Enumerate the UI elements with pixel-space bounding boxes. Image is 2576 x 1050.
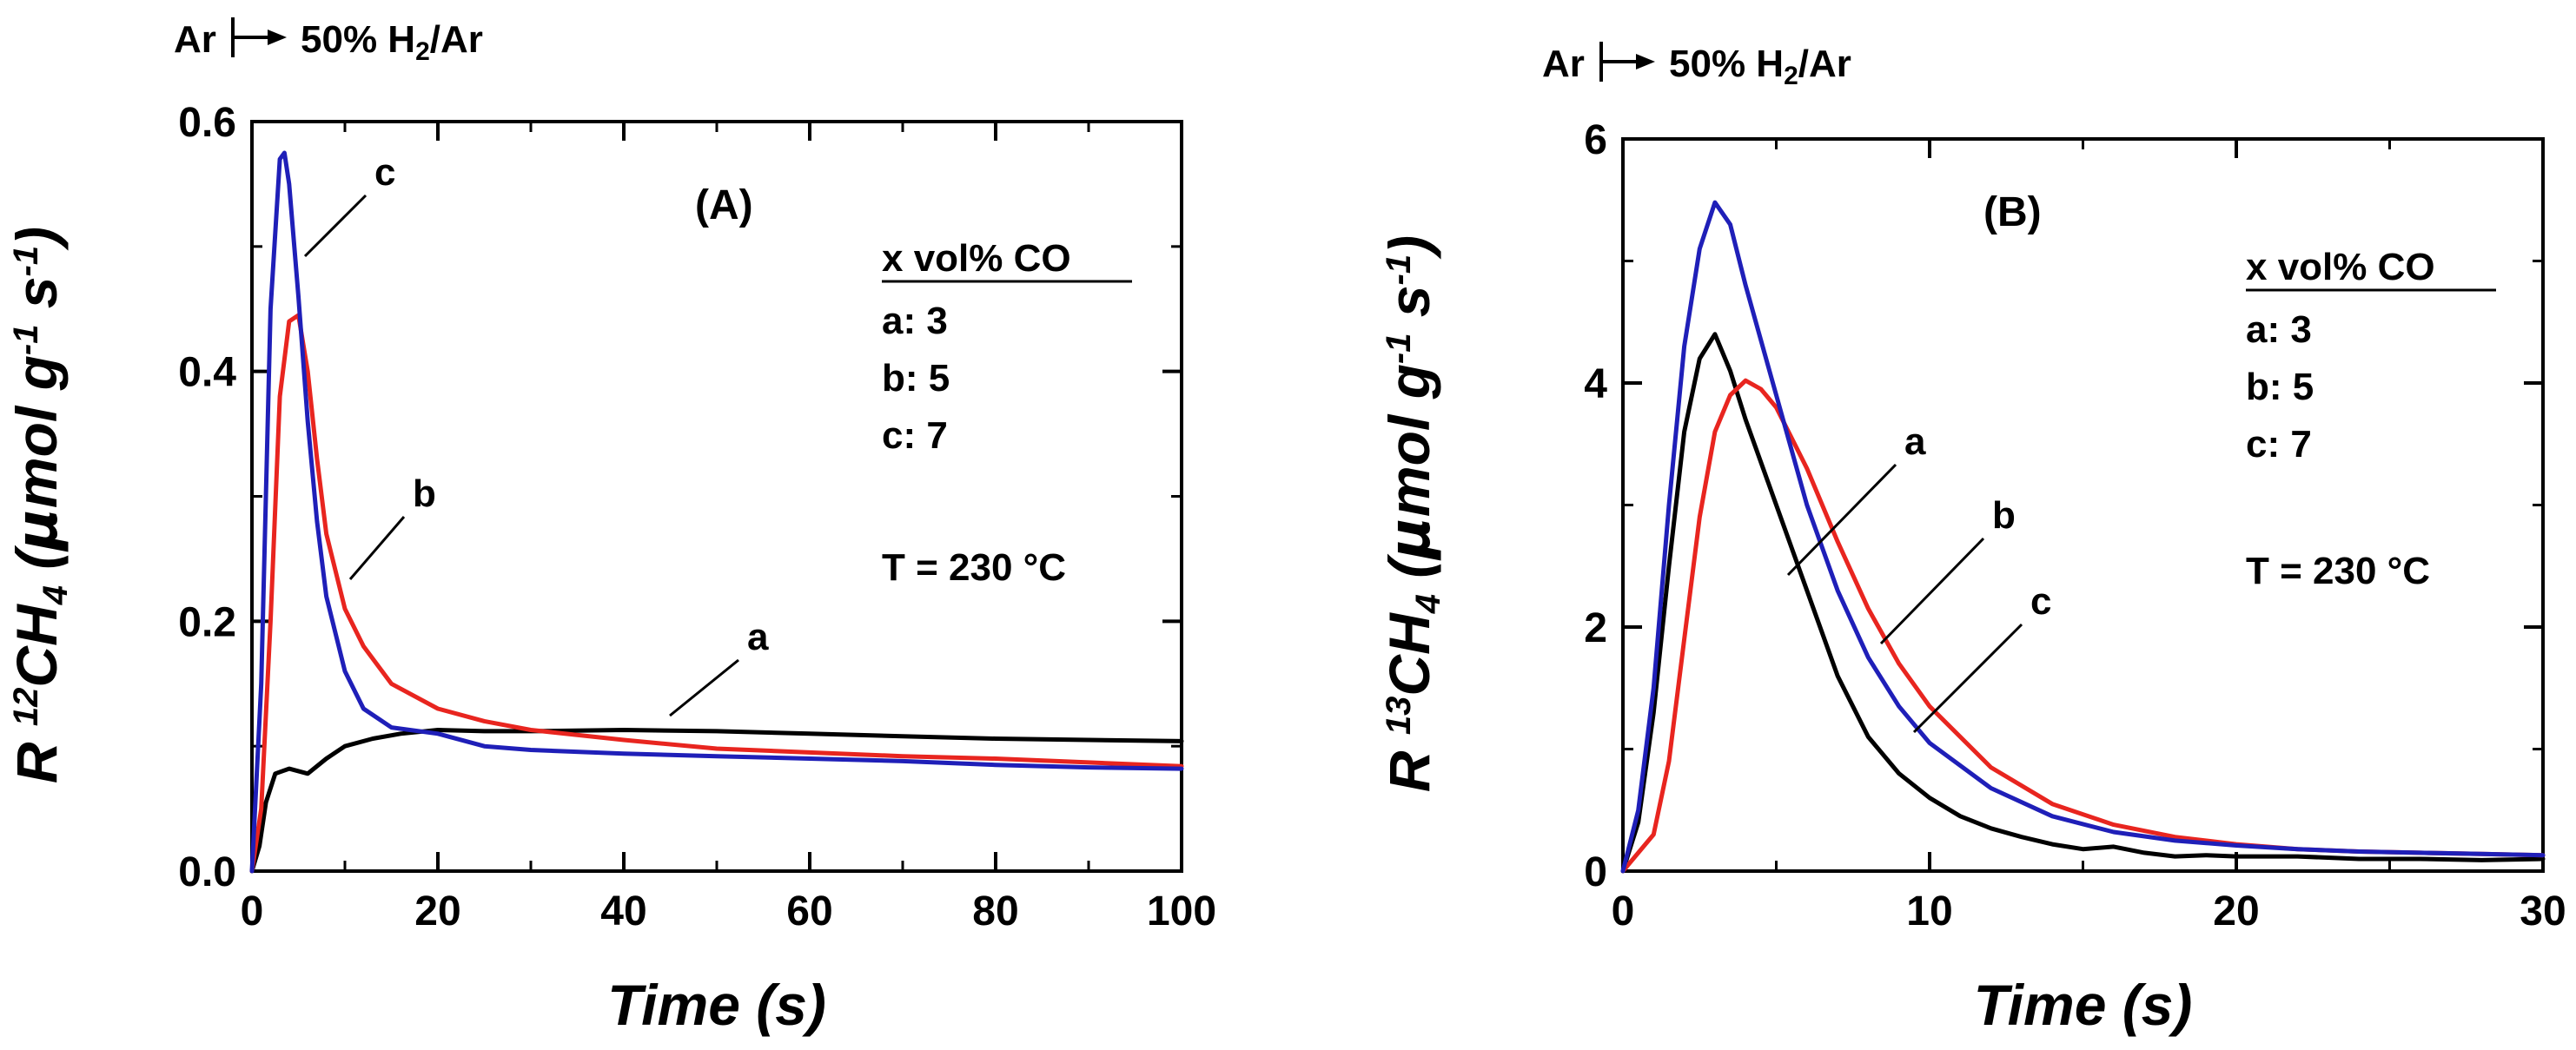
annotation-to: 50% H2/Ar bbox=[301, 18, 483, 66]
temperature-label: T = 230 °C bbox=[2246, 550, 2430, 592]
legend-entry: c: 7 bbox=[2246, 423, 2312, 466]
x-tick-label: 0 bbox=[241, 888, 264, 934]
curve-leader-b bbox=[348, 516, 406, 580]
x-tick-label: 60 bbox=[786, 888, 832, 934]
legend-entry: a: 3 bbox=[882, 300, 948, 342]
curve-label-a: a bbox=[747, 616, 769, 658]
x-tick-label: 20 bbox=[414, 888, 460, 934]
x-tick-label: 40 bbox=[600, 888, 646, 934]
x-tick-label: 10 bbox=[1906, 888, 1952, 934]
legend-entry: b: 5 bbox=[2246, 366, 2314, 408]
curve-label-c: c bbox=[2030, 580, 2051, 623]
legend-entry: a: 3 bbox=[2246, 308, 2312, 351]
legend-entry: b: 5 bbox=[882, 357, 950, 400]
curve-label-a: a bbox=[1904, 420, 1926, 463]
y-tick-label: 0.0 bbox=[178, 849, 236, 895]
x-tick-label: 0 bbox=[1612, 888, 1635, 934]
series-line-a bbox=[1620, 332, 2546, 874]
y-tick-label: 4 bbox=[1584, 361, 1607, 407]
y-tick-label: 0.6 bbox=[178, 100, 236, 146]
panel-label: (A) bbox=[695, 182, 753, 228]
curve-leader-c bbox=[303, 194, 368, 258]
panel-b: 0 10 20 30 0 2 4 6 Time (s) R 13CH4 (μmol g-1 s-1… bbox=[1376, 42, 2566, 1037]
legend-title: x vol% CO bbox=[882, 237, 1071, 280]
legend-title: x vol% CO bbox=[2246, 246, 2435, 288]
curve-leader-a bbox=[1786, 463, 1897, 577]
annotation-from: Ar bbox=[174, 18, 216, 61]
series-line-a bbox=[249, 728, 1184, 874]
annotation-to: 50% H2/Ar bbox=[1669, 43, 1851, 90]
legend-entry: c: 7 bbox=[882, 414, 948, 457]
y-tick-label: 6 bbox=[1584, 117, 1607, 163]
x-tick-label: 80 bbox=[972, 888, 1018, 934]
series-line-b bbox=[249, 313, 1184, 874]
y-tick-label: 2 bbox=[1584, 605, 1607, 651]
y-tick-label: 0.4 bbox=[178, 350, 236, 396]
curve-leader-c bbox=[1912, 623, 2023, 734]
series-line-c bbox=[249, 150, 1184, 874]
series-line-b bbox=[1620, 378, 2546, 874]
x-tick-label: 30 bbox=[2520, 888, 2566, 934]
panel-a: 0 20 40 60 80 100 0.0 0.2 0.4 0.6 Time (s) R 12CH4 … bbox=[3, 17, 1216, 1037]
y-tick-label: 0 bbox=[1584, 849, 1607, 895]
y-axis-title: R 13CH4 (μmol g-1 s-1) bbox=[1376, 235, 1447, 792]
x-axis-title: Time (s) bbox=[1974, 973, 2193, 1037]
series-line-c bbox=[1620, 200, 2546, 874]
y-axis-title: R 12CH4 (μmol g-1 s-1) bbox=[3, 227, 75, 783]
curve-label-b: b bbox=[1992, 494, 2016, 537]
switch-arrow-head-icon bbox=[268, 30, 287, 45]
x-tick-label: 100 bbox=[1147, 888, 1216, 934]
temperature-label: T = 230 °C bbox=[882, 546, 1066, 589]
switch-arrow-head-icon bbox=[1636, 54, 1655, 69]
x-tick-label: 20 bbox=[2213, 888, 2259, 934]
curve-leader-a bbox=[669, 658, 739, 717]
curve-leader-b bbox=[1879, 537, 1985, 645]
annotation-from: Ar bbox=[1542, 43, 1585, 85]
x-axis-title: Time (s) bbox=[607, 973, 826, 1037]
y-tick-label: 0.2 bbox=[178, 599, 236, 645]
curve-label-c: c bbox=[374, 151, 395, 194]
panel-label: (B) bbox=[1983, 189, 2042, 235]
curve-label-b: b bbox=[413, 472, 436, 515]
